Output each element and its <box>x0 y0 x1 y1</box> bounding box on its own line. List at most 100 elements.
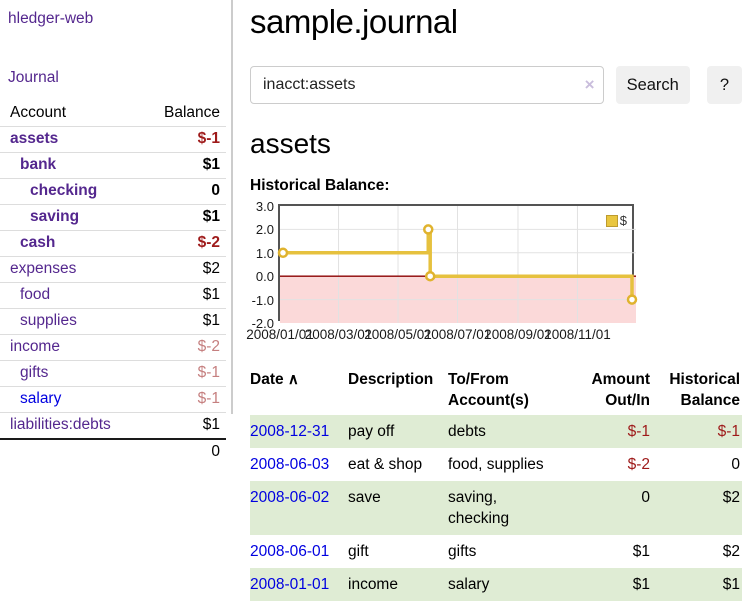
transaction-description: gift <box>348 543 369 560</box>
historical-balance-chart: $ 3.0 2.0 1.0 0.0 -1.0 -2.0 2008/01/01 2008/03/… <box>246 199 742 346</box>
y-axis-tick-label: 1.0 <box>255 245 274 261</box>
brand-link[interactable]: hledger-web <box>8 10 94 27</box>
transaction-description: eat & shop <box>348 456 423 473</box>
y-axis-tick-label: 2.0 <box>255 222 274 238</box>
transaction-balance: $2 <box>722 489 740 506</box>
accounts-header-balance: Balance <box>163 104 220 121</box>
transaction-description: save <box>348 489 381 506</box>
account-link[interactable]: food <box>20 286 51 303</box>
transaction-amount: $-1 <box>627 423 650 440</box>
accounts-header-account: Account <box>10 104 67 121</box>
account-balance: $-2 <box>197 234 220 251</box>
x-axis-tick-label: 2008/11/01 <box>544 327 611 342</box>
register-header-row: Date ∧ Description To/From Account(s) Am… <box>250 366 742 415</box>
account-row: food $1 <box>0 282 226 309</box>
transaction-balance: $2 <box>722 543 740 560</box>
accounts-total-row: 0 <box>0 439 226 465</box>
transaction-amount: $-2 <box>627 456 650 473</box>
transaction-amount: $1 <box>632 576 650 593</box>
account-balance: $-1 <box>197 390 220 407</box>
transaction-balance: $-1 <box>717 423 740 440</box>
account-balance: $-2 <box>197 338 220 355</box>
accounts-total-balance: 0 <box>211 443 220 460</box>
transaction-row: 2008-01-01 income salary $1 $1 <box>250 568 742 601</box>
y-axis-tick-label: -2.0 <box>251 316 274 331</box>
transaction-accounts: saving, checking <box>448 489 510 527</box>
account-link[interactable]: liabilities:debts <box>10 416 111 433</box>
register-header-date-label: Date <box>250 371 284 388</box>
search-form: × Search ? <box>250 66 742 104</box>
account-row: gifts $-1 <box>0 360 226 387</box>
transaction-accounts: food, supplies <box>448 456 544 473</box>
legend-dollar-label: $ <box>619 213 627 228</box>
transaction-date-link[interactable]: 2008-12-31 <box>250 423 330 440</box>
x-axis-tick-label: 2008/09/01 <box>484 327 552 342</box>
search-button[interactable]: Search <box>615 66 690 104</box>
sidebar: hledger-web Journal Account Balance asse… <box>0 0 233 465</box>
account-row: cash $-2 <box>0 230 226 257</box>
account-link[interactable]: income <box>10 338 60 355</box>
clear-search-icon[interactable]: × <box>584 75 595 94</box>
sidebar-item-journal[interactable]: Journal <box>8 69 59 86</box>
accounts-table: Account Balance assets $-1 bank $1 checking 0… <box>0 101 226 465</box>
account-balance: $1 <box>202 156 220 173</box>
transaction-date-link[interactable]: 2008-01-01 <box>250 576 330 593</box>
account-link[interactable]: expenses <box>10 260 77 277</box>
transaction-date-link[interactable]: 2008-06-03 <box>250 456 330 473</box>
transaction-accounts: salary <box>448 576 490 593</box>
account-heading: assets <box>250 128 331 159</box>
y-axis-tick-label: 3.0 <box>255 199 274 214</box>
account-row: liabilities:debts $1 <box>0 412 226 440</box>
accounts-header-row: Account Balance <box>0 101 226 127</box>
account-balance: $1 <box>202 312 220 329</box>
register-header-date[interactable]: Date ∧ <box>250 366 348 415</box>
transaction-accounts: gifts <box>448 543 477 560</box>
account-link[interactable]: cash <box>20 234 56 251</box>
account-row: salary $-1 <box>0 386 226 413</box>
search-input[interactable] <box>250 66 604 104</box>
transaction-balance: $1 <box>722 576 740 593</box>
account-balance: $-1 <box>197 130 220 147</box>
y-axis-tick-label: -1.0 <box>251 292 274 308</box>
account-row: saving $1 <box>0 204 226 231</box>
account-link[interactable]: gifts <box>20 364 49 381</box>
sort-ascending-icon: ∧ <box>287 371 299 388</box>
x-axis-tick-label: 2008/03/01 <box>304 327 373 342</box>
x-axis-tick-label: 2008/01/01 <box>246 327 314 342</box>
transaction-amount: 0 <box>641 489 650 506</box>
account-row: assets $-1 <box>0 126 226 153</box>
account-link[interactable]: checking <box>30 182 98 199</box>
account-link[interactable]: salary <box>20 390 62 407</box>
sidebar-divider <box>231 0 233 414</box>
transaction-row: 2008-06-03 eat & shop food, supplies $-2 0 <box>250 448 742 481</box>
chart-legend: $ <box>605 213 627 228</box>
transaction-row: 2008-06-01 gift gifts $1 $2 <box>250 535 742 568</box>
transaction-date-link[interactable]: 2008-06-01 <box>250 543 330 560</box>
account-balance: $1 <box>202 416 220 433</box>
account-link[interactable]: supplies <box>20 312 77 329</box>
chart-svg <box>277 206 638 323</box>
register-header-amount: Amount Out/In <box>591 371 650 409</box>
help-button[interactable]: ? <box>706 66 742 104</box>
transaction-description: pay off <box>348 423 395 440</box>
account-row: checking 0 <box>0 178 226 205</box>
register-header-accounts: To/From Account(s) <box>448 371 529 409</box>
transaction-date-link[interactable]: 2008-06-02 <box>250 489 330 506</box>
transaction-amount: $1 <box>632 543 650 560</box>
legend-dollar-swatch-icon <box>605 214 618 227</box>
search-input-wrap: × <box>250 66 604 104</box>
account-link[interactable]: saving <box>30 208 80 225</box>
accounts-total-spacer <box>0 439 145 465</box>
transaction-description: income <box>348 576 398 593</box>
chart-plot-area: $ 3.0 2.0 1.0 0.0 -1.0 -2.0 2008/01/01 2008/03/… <box>246 199 638 342</box>
y-axis-tick-label: 0.0 <box>255 269 274 285</box>
register-table: Date ∧ Description To/From Account(s) Am… <box>250 366 742 601</box>
x-axis-tick-label: 2008/07/01 <box>423 327 492 342</box>
account-row: bank $1 <box>0 152 226 179</box>
page-title: sample.journal <box>250 3 458 40</box>
account-link[interactable]: bank <box>20 156 57 173</box>
account-link[interactable]: assets <box>10 130 59 147</box>
account-balance: $2 <box>202 260 220 277</box>
transaction-accounts: debts <box>448 423 486 440</box>
